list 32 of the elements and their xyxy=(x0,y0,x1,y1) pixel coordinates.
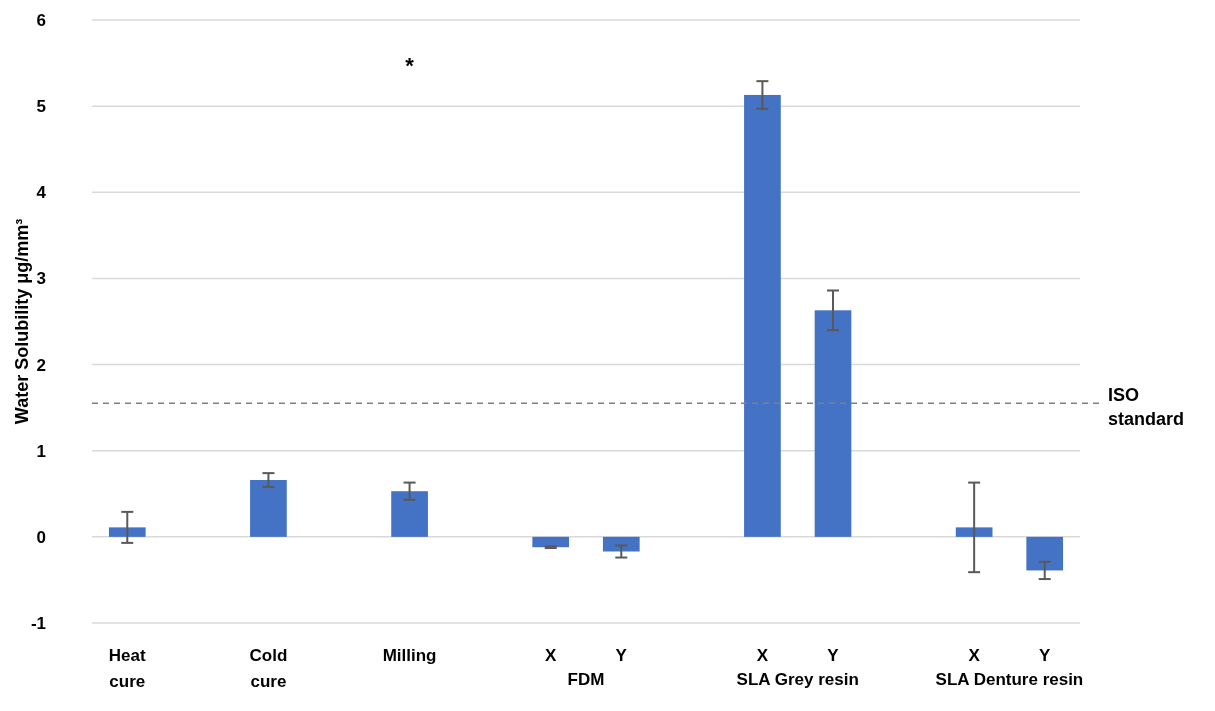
y-tick-label: -1 xyxy=(30,613,46,633)
x-tick-label: X xyxy=(756,646,769,665)
y-tick-label: 2 xyxy=(36,355,46,375)
ref-line-label: ISO standard xyxy=(1108,385,1185,430)
bar xyxy=(250,480,287,537)
text: SLA Grey resin xyxy=(736,670,859,689)
bar xyxy=(108,527,146,537)
y-axis-title: Water Solubility μg/mm³ xyxy=(12,218,32,425)
annotation: * xyxy=(405,53,415,79)
x-tick-label: X xyxy=(545,646,558,665)
x-tick-label: X xyxy=(968,646,981,665)
text: SLA Denture resin xyxy=(935,670,1084,689)
bar xyxy=(814,310,852,537)
y-tick-label: 5 xyxy=(36,97,46,117)
bar xyxy=(602,536,640,552)
x-tick-label: Heat cure xyxy=(108,646,147,691)
bar xyxy=(532,536,570,548)
x-tick-label: Cold cure xyxy=(249,646,288,691)
y-tick-label: 4 xyxy=(36,183,47,203)
bar xyxy=(391,491,428,537)
y-tick-label: 6 xyxy=(36,10,46,30)
bar xyxy=(1026,536,1064,571)
x-tick-label: Milling xyxy=(382,646,437,665)
x-tick-label: Y xyxy=(615,646,628,665)
y-tick-label: 0 xyxy=(36,527,46,547)
y-tick-label: 1 xyxy=(36,441,46,461)
text: FDM xyxy=(567,670,605,689)
x-tick-label: Y xyxy=(827,646,840,665)
bar xyxy=(955,527,993,537)
x-tick-label: Y xyxy=(1039,646,1052,665)
bar xyxy=(744,94,781,537)
y-tick-label: 3 xyxy=(36,269,46,289)
